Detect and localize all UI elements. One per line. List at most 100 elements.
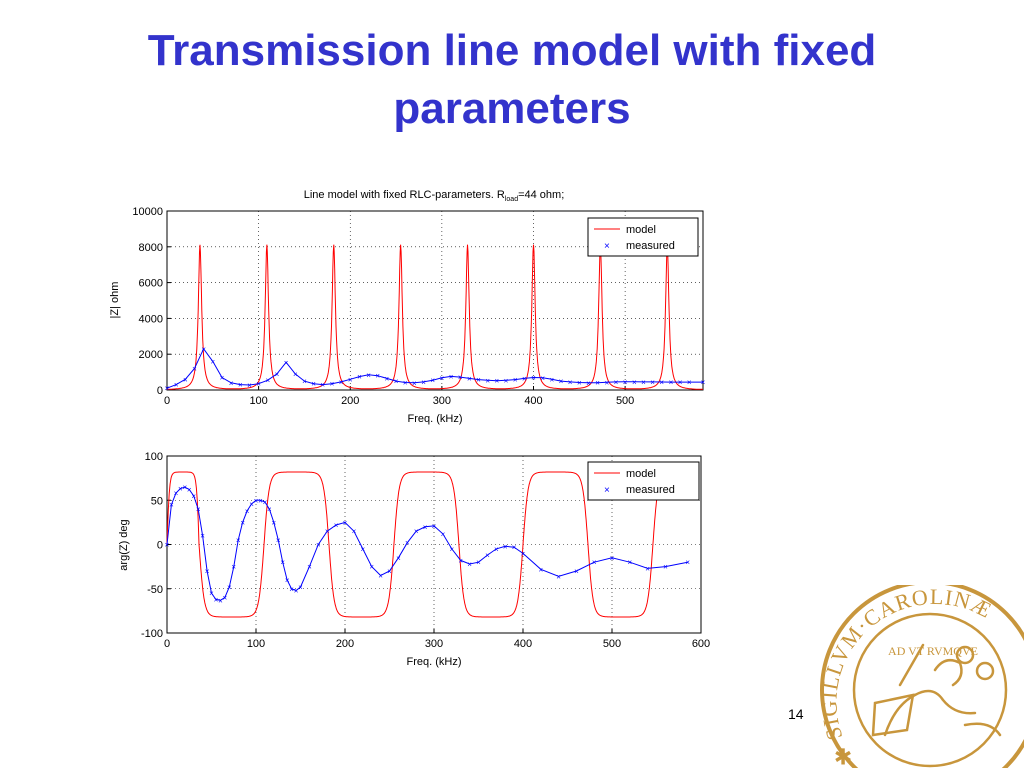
chart-impedance-magnitude: Line model with fixed RLC-parameters. Rl… <box>109 189 706 425</box>
y-tick-label: -100 <box>141 628 163 640</box>
measured-point: × <box>556 572 561 581</box>
measured-point: × <box>227 583 232 592</box>
y-tick-label: 0 <box>157 540 163 552</box>
measured-point: × <box>307 563 312 572</box>
measured-point: × <box>485 551 490 560</box>
measured-point: × <box>267 505 272 514</box>
measured-point: × <box>574 567 579 576</box>
measured-point: × <box>549 375 554 384</box>
measured-point: × <box>604 378 609 387</box>
measured-point: × <box>360 545 365 554</box>
measured-point: × <box>687 378 692 387</box>
measured-point: × <box>403 378 408 387</box>
y-tick-label: 10000 <box>132 206 163 218</box>
series-measured-line <box>166 486 688 601</box>
measured-point: × <box>701 378 706 387</box>
measured-point: × <box>238 381 243 390</box>
measured-point: × <box>276 536 281 545</box>
legend-label-measured: measured <box>626 484 675 496</box>
measured-point: × <box>678 378 683 387</box>
x-tick-label: 0 <box>164 638 170 650</box>
measured-point: × <box>412 379 417 388</box>
measured-point: × <box>218 596 223 605</box>
legend-label-model: model <box>626 224 656 236</box>
series-measured-line <box>166 347 703 389</box>
measured-point: × <box>627 558 632 567</box>
measured-point: × <box>467 374 472 383</box>
x-tick-label: 0 <box>164 395 170 407</box>
legend: model × measured <box>587 461 700 501</box>
x-axis-label: Freq. (kHz) <box>408 413 463 425</box>
measured-point: × <box>441 530 446 539</box>
measured-point: × <box>352 527 357 536</box>
measured-point: × <box>249 500 254 509</box>
measured-point: × <box>396 554 401 563</box>
measured-point: × <box>669 378 674 387</box>
measured-point: × <box>375 372 380 381</box>
measured-point: × <box>467 560 472 569</box>
measured-point: × <box>191 492 196 501</box>
measured-point: × <box>293 370 298 379</box>
measured-point: × <box>265 376 270 385</box>
measured-point: × <box>285 576 290 585</box>
measured-point: × <box>623 378 628 387</box>
measured-point: × <box>586 379 591 388</box>
measured-point: × <box>513 376 518 385</box>
legend-swatch-measured: × <box>604 485 610 496</box>
measured-point: × <box>568 378 573 387</box>
measured-point: × <box>174 489 179 498</box>
measured-point: × <box>476 376 481 385</box>
measured-point: × <box>663 563 668 572</box>
slide-title: Transmission line model with fixed param… <box>147 26 877 133</box>
measured-point: × <box>366 371 371 380</box>
measured-point: × <box>458 556 463 565</box>
y-tick-label: 2000 <box>139 349 163 361</box>
university-seal-logo: ✱ SIGILLVM·CAROLINÆ AD VT RVMQVE <box>816 585 1024 768</box>
measured-point: × <box>302 377 307 386</box>
x-tick-label: 200 <box>341 395 359 407</box>
measured-point: × <box>280 558 285 567</box>
measured-point: × <box>220 373 225 382</box>
x-tick-label: 400 <box>514 638 532 650</box>
measured-point: × <box>504 376 509 385</box>
measured-point: × <box>495 377 500 386</box>
measured-point: × <box>385 374 390 383</box>
measured-point: × <box>357 373 362 382</box>
y-axis-label: |Z| ohm <box>109 282 121 319</box>
measured-point: × <box>201 345 206 354</box>
measured-point: × <box>205 567 210 576</box>
measured-point: × <box>223 594 228 603</box>
measured-point: × <box>650 378 655 387</box>
x-tick-label: 600 <box>692 638 710 650</box>
measured-point: × <box>247 381 252 390</box>
measured-point: × <box>458 373 463 382</box>
measured-point: × <box>289 585 294 594</box>
measured-point: × <box>577 378 582 387</box>
series-model-line <box>166 471 688 618</box>
measured-point: × <box>595 379 600 388</box>
measured-point: × <box>685 558 690 567</box>
measured-point: × <box>316 541 321 550</box>
measured-point: × <box>512 543 517 552</box>
measured-point: × <box>610 554 615 563</box>
measured-point: × <box>440 374 445 383</box>
measured-point: × <box>387 567 392 576</box>
measured-point: × <box>187 486 192 495</box>
measured-point: × <box>645 564 650 573</box>
measured-point: × <box>538 565 543 574</box>
measured-point: × <box>284 358 289 367</box>
measured-point: × <box>432 522 437 531</box>
measured-point: × <box>320 381 325 390</box>
measured-point: × <box>214 595 219 604</box>
measured-point: × <box>196 505 201 514</box>
legend-label-measured: measured <box>626 240 675 252</box>
legend-swatch-measured: × <box>604 241 610 252</box>
chart-title: Line model with fixed RLC-parameters. Rl… <box>304 189 565 203</box>
y-tick-label: 0 <box>157 385 163 397</box>
measured-point: × <box>236 536 241 545</box>
measured-point: × <box>192 365 197 374</box>
measured-point: × <box>430 376 435 385</box>
measured-point: × <box>240 518 245 527</box>
x-tick-label: 400 <box>524 395 542 407</box>
